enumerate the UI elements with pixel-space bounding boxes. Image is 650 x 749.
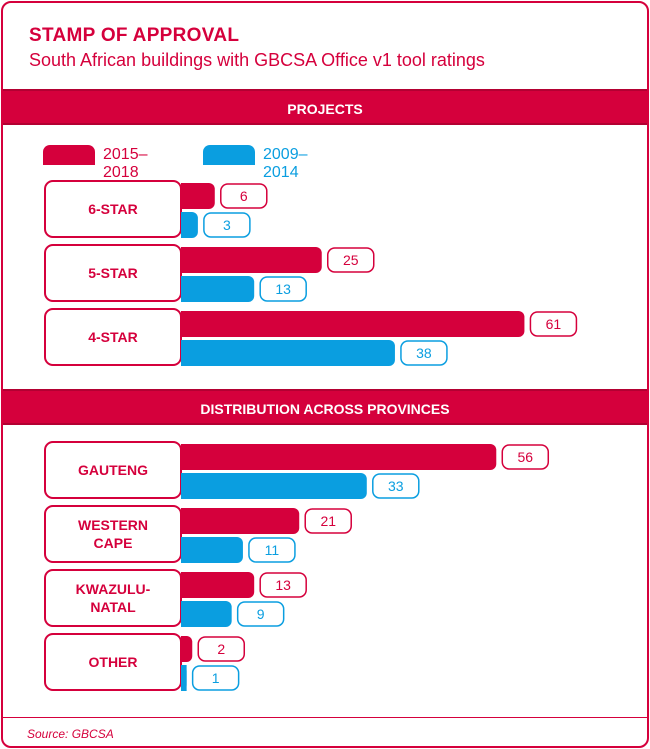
bar-gauteng-2015-2018: [181, 444, 497, 470]
legend-label-2015-2018: 2015–2018: [103, 146, 148, 181]
bar-base-gauteng-2009-2014: [181, 473, 187, 499]
legend-label-2009-2014: 2009–2014: [263, 146, 308, 181]
value-box-kwazulu-natal-2015-2018: [259, 572, 307, 598]
value-box-other-2009-2014: [191, 665, 240, 691]
value-box-other-2015-2018: [197, 636, 246, 662]
category-box-western-cape: [44, 505, 182, 563]
bar-western-cape-2015-2018: [181, 508, 300, 534]
category-box-kwazulu-natal: [44, 569, 182, 627]
value-box-western-cape-2015-2018: [304, 508, 352, 534]
value-label-kwazulu-natal-2009-2014: 9: [257, 606, 265, 622]
value-label-6-star-2009-2014: 3: [223, 217, 231, 233]
value-label-kwazulu-natal-2015-2018: 13: [275, 577, 291, 593]
bar-base-kwazulu-natal-2015-2018: [181, 572, 187, 598]
value-box-4-star-2015-2018: [529, 311, 578, 337]
bar-base-western-cape-2009-2014: [181, 537, 187, 563]
value-label-gauteng-2009-2014: 33: [388, 478, 404, 494]
category-label-other: OTHER: [89, 654, 138, 670]
value-label-gauteng-2015-2018: 56: [517, 449, 533, 465]
category-label-6-star: 6-STAR: [88, 201, 138, 217]
bar-4-star-2009-2014: [181, 340, 395, 366]
bar-4-star-2015-2018: [181, 311, 525, 337]
bar-5-star-2015-2018: [181, 247, 322, 273]
category-label-kwazulu-natal: KWAZULU-NATAL: [76, 581, 151, 615]
value-label-5-star-2015-2018: 25: [343, 252, 359, 268]
value-box-6-star-2015-2018: [220, 183, 268, 209]
bar-base-5-star-2015-2018: [181, 247, 187, 273]
value-box-kwazulu-natal-2009-2014: [236, 601, 285, 627]
category-label-western-cape: WESTERN CAPE: [78, 517, 148, 551]
bar-base-western-cape-2015-2018: [181, 508, 187, 534]
bar-5-star-2009-2014: [181, 276, 255, 302]
bar-base-6-star-2009-2014: [181, 212, 187, 238]
value-box-4-star-2009-2014: [400, 340, 448, 366]
value-label-6-star-2015-2018: 6: [240, 188, 248, 204]
value-box-gauteng-2015-2018: [501, 444, 550, 470]
legend-swatch-2009-2014: [203, 145, 255, 165]
value-label-other-2015-2018: 2: [217, 641, 225, 657]
bar-base-4-star-2009-2014: [181, 340, 187, 366]
bar-base-kwazulu-natal-2009-2014: [181, 601, 187, 627]
source-note: Source: GBCSA: [3, 717, 647, 741]
value-box-5-star-2015-2018: [327, 247, 375, 273]
value-label-western-cape-2009-2014: 11: [265, 542, 280, 558]
provinces-section-header: DISTRIBUTION ACROSS PROVINCES: [3, 389, 647, 425]
bar-western-cape-2009-2014: [181, 537, 243, 563]
category-label-4-star: 4-STAR: [88, 329, 138, 345]
value-box-6-star-2009-2014: [203, 212, 251, 238]
bar-base-6-star-2015-2018: [181, 183, 187, 209]
page-title: STAMP OF APPROVAL: [29, 25, 240, 46]
page-subtitle: South African buildings with GBCSA Offic…: [29, 50, 485, 70]
legend-swatch-2015-2018: [43, 145, 95, 165]
value-label-5-star-2009-2014: 13: [275, 281, 291, 297]
category-label-gauteng: GAUTENG: [78, 462, 148, 478]
bar-charts: 6-STAR 63 5-STAR 25 13 4-STAR 61 38 GAUTENG 56 33 W…: [44, 180, 578, 691]
value-label-4-star-2015-2018: 61: [546, 316, 562, 332]
value-box-gauteng-2009-2014: [372, 473, 420, 499]
category-label-5-star: 5-STAR: [88, 265, 138, 281]
bar-base-other-2015-2018: [181, 636, 187, 662]
bar-gauteng-2009-2014: [181, 473, 367, 499]
projects-section-header: PROJECTS: [3, 89, 647, 125]
value-label-western-cape-2015-2018: 21: [320, 513, 336, 529]
bar-base-5-star-2009-2014: [181, 276, 187, 302]
value-box-5-star-2009-2014: [259, 276, 307, 302]
bar-6-star-2015-2018: [181, 183, 215, 209]
bar-base-4-star-2015-2018: [181, 311, 187, 337]
value-label-4-star-2009-2014: 38: [416, 345, 432, 361]
bar-kwazulu-natal-2015-2018: [181, 572, 255, 598]
value-box-western-cape-2009-2014: [248, 537, 296, 563]
bar-base-gauteng-2015-2018: [181, 444, 187, 470]
bar-base-other-2009-2014: [181, 665, 187, 691]
bar-kwazulu-natal-2009-2014: [181, 601, 232, 627]
value-label-other-2009-2014: 1: [212, 670, 220, 686]
